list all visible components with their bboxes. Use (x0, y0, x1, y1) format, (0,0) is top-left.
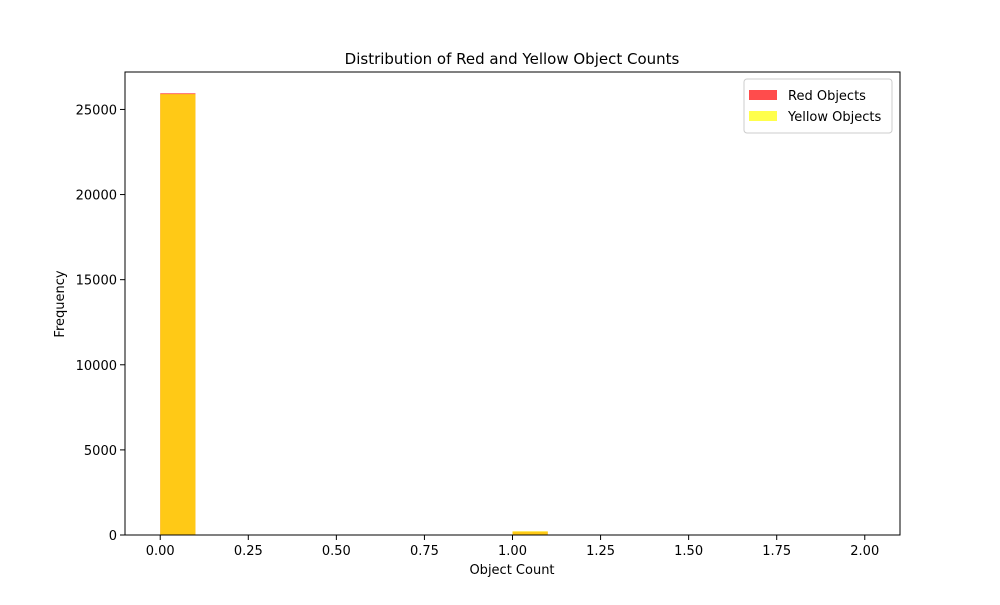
y-tick-label: 10000 (76, 359, 117, 374)
y-tick-label: 25000 (76, 103, 117, 118)
plot-frame (124, 71, 901, 536)
legend-label: Red Objects (788, 89, 866, 104)
y-tick-label: 20000 (76, 189, 117, 204)
chart-title: Distribution of Red and Yellow Object Co… (345, 50, 680, 68)
y-tick-label: 15000 (76, 274, 117, 289)
x-tick-label: 2.00 (850, 544, 879, 559)
bar-yellow-objects-0 (160, 94, 196, 536)
x-axis-label: Object Count (469, 563, 554, 578)
legend-label: Yellow Objects (787, 110, 881, 125)
bar-yellow-objects-1 (512, 531, 548, 535)
x-tick-label: 0.50 (322, 544, 351, 559)
x-tick-label: 1.75 (762, 544, 791, 559)
x-tick-label: 0.00 (146, 544, 175, 559)
x-axis-ticks: 0.00 0.25 0.50 0.75 1.00 1.25 1.50 1.75 2.00 (146, 535, 879, 559)
y-axis-ticks: 0 5000 10000 15000 20000 25000 (76, 103, 125, 544)
y-axis-label: Frequency (53, 270, 68, 337)
x-tick-label: 1.25 (586, 544, 615, 559)
x-tick-label: 1.50 (674, 544, 703, 559)
y-tick-label: 0 (109, 529, 117, 544)
x-tick-label: 0.25 (234, 544, 263, 559)
histogram-bars (160, 93, 548, 536)
x-tick-label: 0.75 (410, 544, 439, 559)
legend-box (743, 78, 893, 134)
legend: Red Objects Yellow Objects (743, 78, 893, 134)
legend-swatch-yellow-objects (749, 111, 777, 121)
y-tick-label: 5000 (84, 444, 117, 459)
x-tick-label: 1.00 (498, 544, 527, 559)
legend-swatch-red-objects (749, 90, 777, 100)
